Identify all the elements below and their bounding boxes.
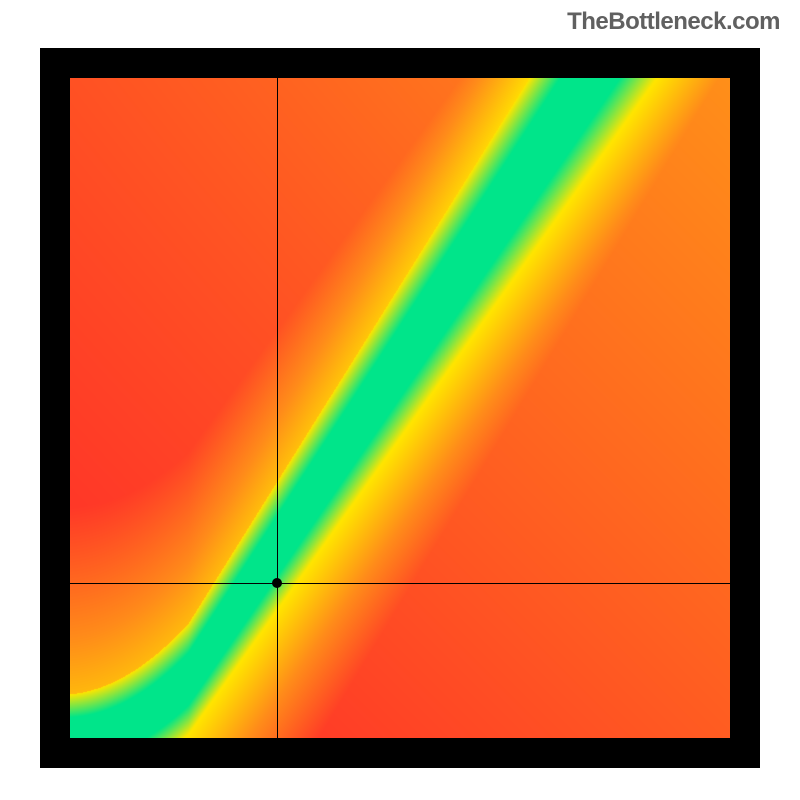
- heatmap-outer-frame: [40, 48, 760, 768]
- page-root: TheBottleneck.com: [0, 0, 800, 800]
- heatmap-canvas: [70, 78, 730, 738]
- watermark-text: TheBottleneck.com: [567, 8, 780, 36]
- crosshair-vertical: [277, 78, 278, 738]
- heatmap-plot-area: [70, 78, 730, 738]
- crosshair-horizontal: [70, 583, 730, 584]
- marker-dot: [272, 578, 282, 588]
